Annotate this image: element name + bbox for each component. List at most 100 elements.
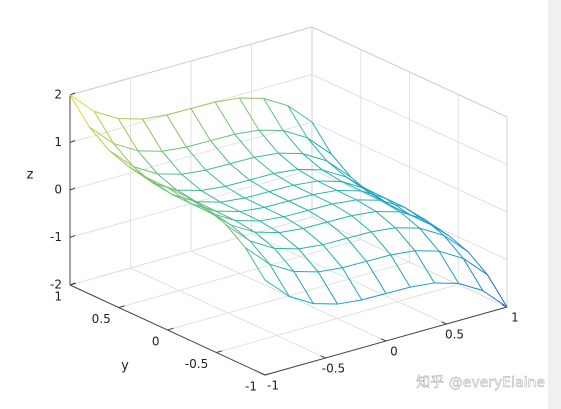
mesh-segment [268,184,294,193]
y-tick [264,372,272,376]
mesh-segment [351,215,372,233]
mesh-segment [93,110,115,145]
z-tick [69,92,76,96]
mesh-segment [249,173,275,181]
mesh-segment [292,184,314,196]
mesh-segment [205,163,231,171]
mesh-segment [234,133,255,158]
mesh-segment [245,247,271,265]
mesh-segment [214,101,236,135]
mesh-segment [307,209,328,223]
mesh-segment [360,190,386,199]
mesh-segment [167,187,188,198]
grid-line [69,121,313,191]
mesh-segment [283,216,304,229]
mesh-segment [350,176,371,194]
mesh-segment [287,105,313,123]
mesh-segment [230,224,251,242]
mesh-segment [268,191,289,202]
mesh-segment [185,140,211,148]
mesh-segment [346,231,372,239]
mesh-segment [259,220,280,234]
mesh-segment [307,203,333,211]
mesh-segment [399,211,421,229]
grid-line [311,216,508,308]
mesh-segment [152,182,173,195]
mesh-segment [137,150,158,175]
mesh-segment [161,146,187,152]
mesh-segment [225,224,246,249]
mesh-segment [322,237,348,246]
mesh-segment [224,179,250,187]
mesh-segment [210,133,236,142]
mesh-segment [253,156,275,175]
mesh-segment [253,152,279,158]
z-tick-label: 0 [54,183,62,197]
mesh-segment [282,130,304,155]
mesh-segment [337,299,363,305]
mesh-segment [264,279,290,297]
mesh-segment [200,185,226,192]
mesh-segment [185,146,207,171]
mesh-segment [336,189,357,201]
y-tick-label: 0 [152,335,160,349]
mesh-segment [89,126,115,145]
mesh-segment [467,251,488,276]
mesh-segment [166,114,187,148]
mesh-segment [269,263,295,272]
mesh-segment [220,201,241,213]
mesh-segment [282,130,308,139]
mesh-segment [234,220,256,233]
mesh-segment [195,201,217,212]
mesh-segment [161,150,183,175]
mesh-segment [166,108,192,116]
mesh-segment [89,126,110,151]
z-tick-label: 2 [54,88,62,102]
mesh-segment [341,260,367,269]
watermark: 知乎 @everyElaine [416,374,545,391]
mesh-segment [288,200,309,211]
mesh-segment [375,210,396,229]
figure-edge [548,0,561,409]
mesh-segment [331,153,352,178]
mesh-segment [273,247,295,272]
mesh-segment [273,168,299,175]
mesh-segment [283,209,309,218]
z-tick [69,235,76,238]
mesh-segment [269,263,290,297]
mesh-segment [365,188,386,199]
mesh-segment [312,194,333,205]
x-tick-label: 1 [511,311,519,325]
x-tick [259,372,266,376]
mesh-segment [156,173,178,191]
mesh-segment [210,212,236,222]
mesh-segment [244,191,270,199]
mesh-segment [234,129,260,135]
mesh-segment [171,194,197,203]
mesh-segment [487,274,508,308]
mesh-segment [438,250,464,259]
x-tick-label: 0 [390,345,398,359]
mesh-segment [302,221,328,229]
mesh-segment [311,121,332,155]
mesh-segment [249,240,271,265]
mesh-segment [438,250,460,284]
mesh-segment [366,260,387,294]
mesh-segment [191,203,217,212]
mesh-segment [298,248,319,273]
mesh-segment [327,215,353,223]
mesh-segment [312,189,338,196]
mesh-segment [113,143,139,152]
x-tick-label: 0.5 [445,328,464,342]
mesh-segment [462,257,484,292]
mesh-segment [341,267,363,301]
mesh-segment [254,231,275,249]
mesh-segment [210,140,231,165]
y-tick [118,305,125,308]
mesh-segment [288,295,314,305]
y-tick [216,350,223,353]
mesh-segment [93,110,119,120]
mesh-segment [245,247,266,281]
mesh-segment [278,232,300,250]
mesh-segment [288,194,314,202]
